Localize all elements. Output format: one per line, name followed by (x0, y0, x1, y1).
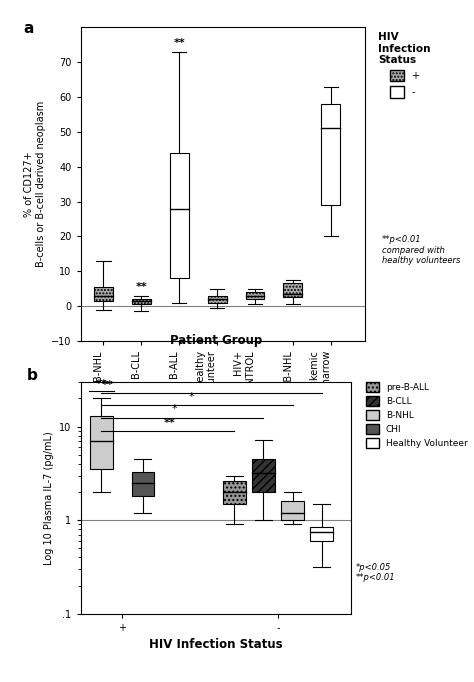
Text: *p<0.05
**p<0.01: *p<0.05 **p<0.01 (356, 563, 395, 582)
Bar (94, 287, 113, 301)
Text: **: ** (136, 282, 147, 292)
Text: **: ** (101, 380, 113, 389)
Text: b: b (27, 368, 37, 383)
Bar (282, 501, 304, 520)
Bar (310, 527, 333, 541)
Text: Patient Group: Patient Group (170, 334, 262, 347)
Bar (283, 284, 302, 297)
Text: **: ** (95, 379, 107, 389)
X-axis label: HIV Infection Status: HIV Infection Status (149, 638, 283, 651)
Y-axis label: Log 10 Plasma IL-7 (pg/mL): Log 10 Plasma IL-7 (pg/mL) (44, 431, 54, 565)
Text: **p<0.01
compared with
healthy volunteers: **p<0.01 compared with healthy volunteer… (382, 235, 460, 265)
Text: *: * (172, 404, 178, 415)
Legend: +, -: +, - (378, 32, 431, 98)
Bar (246, 292, 264, 299)
Bar (170, 153, 189, 278)
Bar (132, 472, 154, 496)
Legend: pre-B-ALL, B-CLL, B-NHL, CHI, Healthy Volunteer: pre-B-ALL, B-CLL, B-NHL, CHI, Healthy Vo… (366, 382, 468, 448)
Text: a: a (24, 21, 34, 36)
Bar (132, 299, 151, 304)
Text: **: ** (173, 38, 185, 48)
Bar (90, 416, 113, 469)
Text: **: ** (164, 418, 175, 428)
Bar (208, 296, 227, 303)
Bar (252, 459, 275, 492)
Text: *: * (189, 392, 194, 402)
Bar (223, 481, 246, 504)
Bar (321, 104, 340, 205)
Y-axis label: % of CD127+
B-cells or B-cell derived neoplasm: % of CD127+ B-cells or B-cell derived ne… (24, 101, 46, 267)
